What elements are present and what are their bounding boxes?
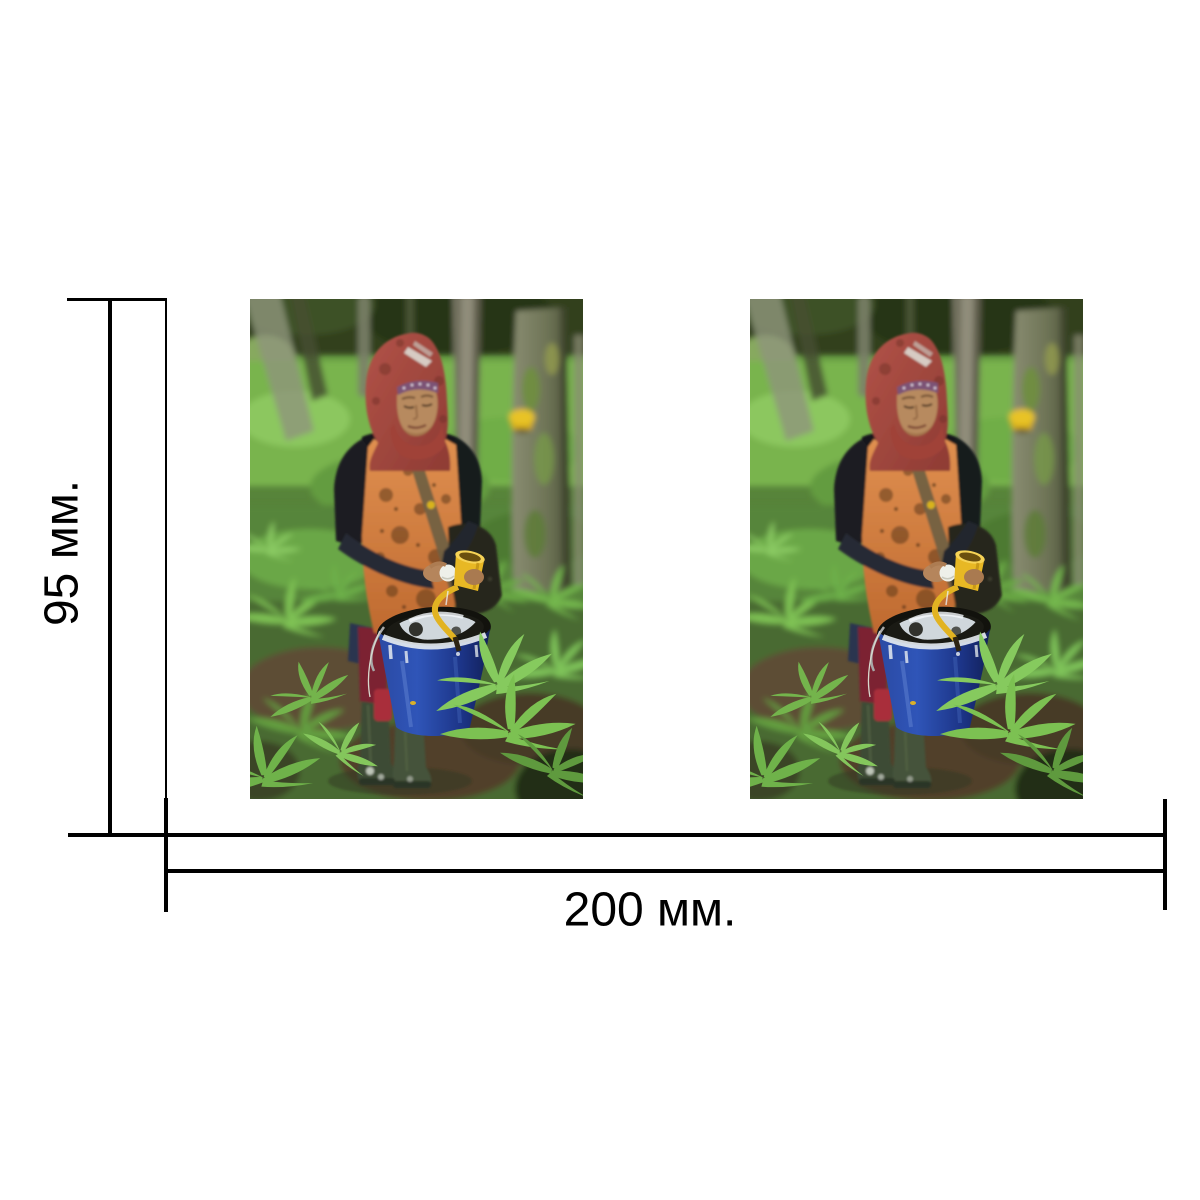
width-dimension-line	[164, 869, 1167, 873]
height-dimension-label: 95 мм.	[35, 479, 89, 627]
height-dimension-line	[108, 298, 112, 837]
width-dimension-label: 200 мм.	[563, 883, 737, 937]
width-dimension-right-tick	[1163, 799, 1167, 910]
height-dimension-top-cap	[67, 298, 167, 301]
width-dimension-left-tick	[164, 798, 168, 912]
baseline	[68, 833, 1167, 837]
product-photo-right	[750, 299, 1083, 799]
product-photo-left	[250, 299, 583, 799]
left-extension-line	[165, 298, 167, 800]
rubber-tapper-photo	[750, 299, 1083, 799]
rubber-tapper-photo	[250, 299, 583, 799]
